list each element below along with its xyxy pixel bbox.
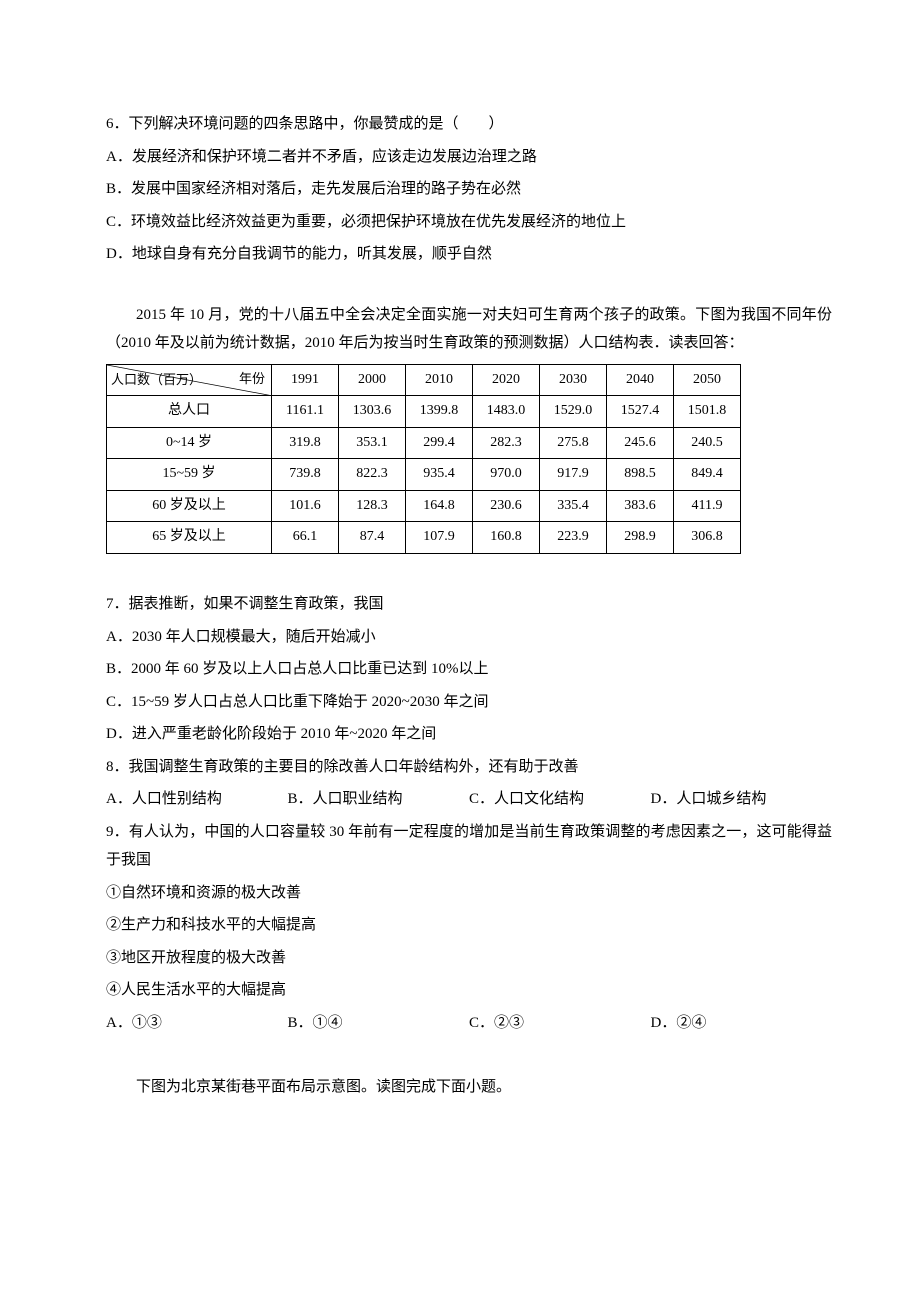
table-row: 60 岁及以上 101.6 128.3 164.8 230.6 335.4 38… <box>107 490 741 522</box>
cell: 230.6 <box>473 490 540 522</box>
cell: 1483.0 <box>473 396 540 428</box>
diag-top-label: 年份 <box>239 367 265 392</box>
row-label: 15~59 岁 <box>107 459 272 491</box>
row-label: 0~14 岁 <box>107 427 272 459</box>
cell: 898.5 <box>607 459 674 491</box>
q7-stem: 7．据表推断，如果不调整生育政策，我国 <box>106 590 832 619</box>
table-row: 15~59 岁 739.8 822.3 935.4 970.0 917.9 89… <box>107 459 741 491</box>
cell: 739.8 <box>272 459 339 491</box>
q6-option-c: C．环境效益比经济效益更为重要，必须把保护环境放在优先发展经济的地位上 <box>106 208 832 237</box>
year-col: 2030 <box>540 364 607 396</box>
q7-option-d: D．进入严重老龄化阶段始于 2010 年~2020 年之间 <box>106 720 832 749</box>
cell: 335.4 <box>540 490 607 522</box>
q9-option-d: D．②④ <box>651 1009 833 1038</box>
cell: 917.9 <box>540 459 607 491</box>
q9-item-4: ④人民生活水平的大幅提高 <box>106 976 832 1005</box>
cell: 353.1 <box>339 427 406 459</box>
cell: 87.4 <box>339 522 406 554</box>
q8-option-d: D．人口城乡结构 <box>651 785 833 814</box>
diag-bottom-label: 人口数（百万） <box>111 368 202 393</box>
cell: 319.8 <box>272 427 339 459</box>
cell: 849.4 <box>674 459 741 491</box>
table-row: 65 岁及以上 66.1 87.4 107.9 160.8 223.9 298.… <box>107 522 741 554</box>
cell: 822.3 <box>339 459 406 491</box>
q6-option-b: B．发展中国家经济相对落后，走先发展后治理的路子势在必然 <box>106 175 832 204</box>
q9-item-1: ①自然环境和资源的极大改善 <box>106 879 832 908</box>
q9-options: A．①③ B．①④ C．②③ D．②④ <box>106 1009 832 1038</box>
row-label: 60 岁及以上 <box>107 490 272 522</box>
q8-option-b: B．人口职业结构 <box>288 785 470 814</box>
cell: 1399.8 <box>406 396 473 428</box>
q8-option-a: A．人口性别结构 <box>106 785 288 814</box>
cell: 1303.6 <box>339 396 406 428</box>
year-col: 2040 <box>607 364 674 396</box>
block3-intro: 下图为北京某街巷平面布局示意图。读图完成下面小题。 <box>106 1073 832 1102</box>
cell: 275.8 <box>540 427 607 459</box>
cell: 107.9 <box>406 522 473 554</box>
q9-option-b: B．①④ <box>288 1009 470 1038</box>
table-header-row: 年份 人口数（百万） 1991 2000 2010 2020 2030 2040… <box>107 364 741 396</box>
cell: 1501.8 <box>674 396 741 428</box>
q6-stem: 6．下列解决环境问题的四条思路中，你最赞成的是（ ） <box>106 110 832 139</box>
q6-option-d: D．地球自身有充分自我调节的能力，听其发展，顺乎自然 <box>106 240 832 269</box>
cell: 223.9 <box>540 522 607 554</box>
row-label: 总人口 <box>107 396 272 428</box>
cell: 240.5 <box>674 427 741 459</box>
cell: 299.4 <box>406 427 473 459</box>
cell: 245.6 <box>607 427 674 459</box>
cell: 935.4 <box>406 459 473 491</box>
q9-item-2: ②生产力和科技水平的大幅提高 <box>106 911 832 940</box>
q7-option-c: C．15~59 岁人口占总人口比重下降始于 2020~2030 年之间 <box>106 688 832 717</box>
q8-stem: 8．我国调整生育政策的主要目的除改善人口年龄结构外，还有助于改善 <box>106 753 832 782</box>
table-row: 总人口 1161.1 1303.6 1399.8 1483.0 1529.0 1… <box>107 396 741 428</box>
cell: 383.6 <box>607 490 674 522</box>
population-table: 年份 人口数（百万） 1991 2000 2010 2020 2030 2040… <box>106 364 741 555</box>
q9-option-a: A．①③ <box>106 1009 288 1038</box>
cell: 970.0 <box>473 459 540 491</box>
q7-option-b: B．2000 年 60 岁及以上人口占总人口比重已达到 10%以上 <box>106 655 832 684</box>
q9-option-c: C．②③ <box>469 1009 651 1038</box>
cell: 101.6 <box>272 490 339 522</box>
q8-options: A．人口性别结构 B．人口职业结构 C．人口文化结构 D．人口城乡结构 <box>106 785 832 814</box>
cell: 298.9 <box>607 522 674 554</box>
table-row: 0~14 岁 319.8 353.1 299.4 282.3 275.8 245… <box>107 427 741 459</box>
cell: 164.8 <box>406 490 473 522</box>
table-block-intro: 2015 年 10 月，党的十八届五中全会决定全面实施一对夫妇可生育两个孩子的政… <box>106 301 832 358</box>
q8-option-c: C．人口文化结构 <box>469 785 651 814</box>
year-col: 1991 <box>272 364 339 396</box>
year-col: 2020 <box>473 364 540 396</box>
cell: 66.1 <box>272 522 339 554</box>
cell: 282.3 <box>473 427 540 459</box>
q9-stem: 9．有人认为，中国的人口容量较 30 年前有一定程度的增加是当前生育政策调整的考… <box>106 818 832 875</box>
year-col: 2050 <box>674 364 741 396</box>
cell: 1527.4 <box>607 396 674 428</box>
q7-option-a: A．2030 年人口规模最大，随后开始减小 <box>106 623 832 652</box>
cell: 128.3 <box>339 490 406 522</box>
cell: 1529.0 <box>540 396 607 428</box>
year-col: 2000 <box>339 364 406 396</box>
page: 6．下列解决环境问题的四条思路中，你最赞成的是（ ） A．发展经济和保护环境二者… <box>0 0 920 1168</box>
q9-item-3: ③地区开放程度的极大改善 <box>106 944 832 973</box>
cell: 411.9 <box>674 490 741 522</box>
table-diag-header: 年份 人口数（百万） <box>107 364 272 396</box>
year-col: 2010 <box>406 364 473 396</box>
q6-option-a: A．发展经济和保护环境二者并不矛盾，应该走边发展边治理之路 <box>106 143 832 172</box>
cell: 1161.1 <box>272 396 339 428</box>
cell: 306.8 <box>674 522 741 554</box>
row-label: 65 岁及以上 <box>107 522 272 554</box>
cell: 160.8 <box>473 522 540 554</box>
